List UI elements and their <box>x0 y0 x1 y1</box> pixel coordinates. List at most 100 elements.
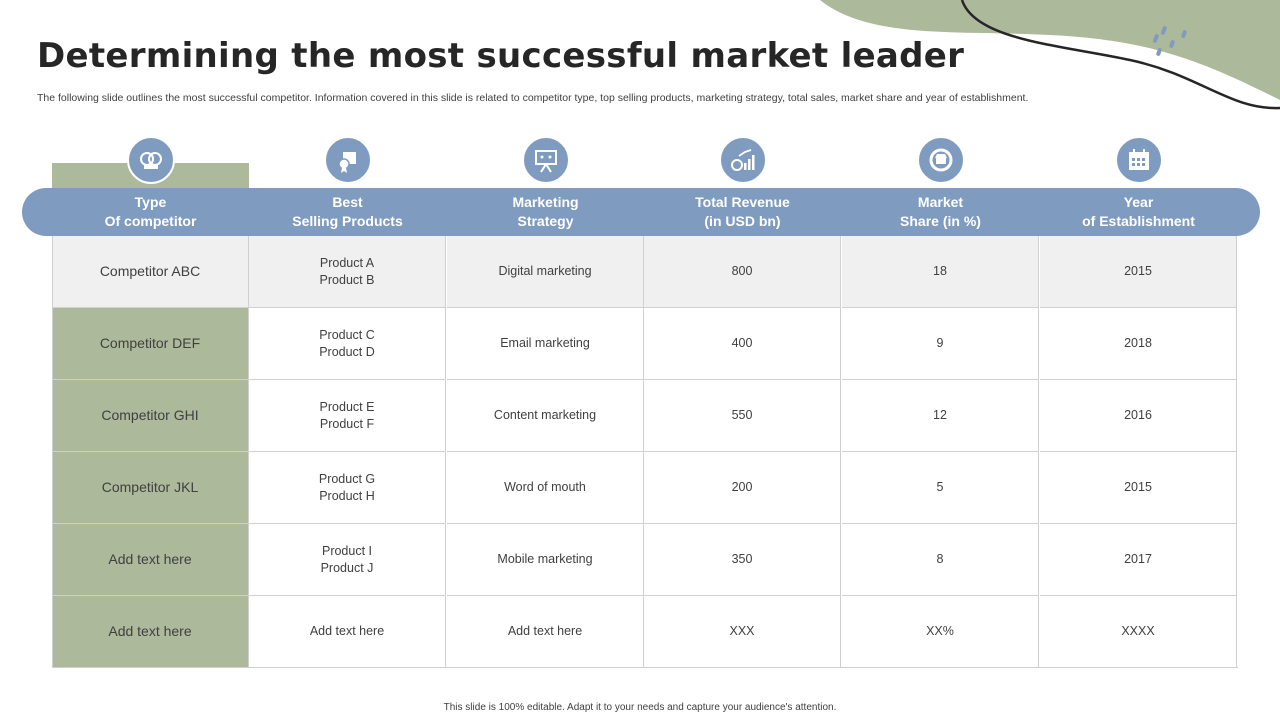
revenue-value: 350 <box>731 552 753 566</box>
table-row: Competitor JKL Product G Product H Word o… <box>52 452 1238 524</box>
header-line2: of Establishment <box>1082 213 1195 229</box>
competitor-cell: Competitor GHI <box>52 380 249 452</box>
boxing-gloves-icon <box>127 136 175 184</box>
table-header-band <box>22 188 1260 236</box>
header-line2: Of competitor <box>104 213 197 229</box>
share-value: 5 <box>936 480 944 494</box>
revenue-value: 800 <box>731 264 753 278</box>
competitor-name: Competitor JKL <box>101 479 199 495</box>
competitor-name: Competitor ABC <box>99 263 201 279</box>
revenue-value: 400 <box>731 336 753 350</box>
revenue-cell: 800 <box>644 236 841 308</box>
revenue-cell: 400 <box>644 308 841 380</box>
year-cell: 2015 <box>1040 236 1237 308</box>
competitor-cell: Add text here <box>52 596 249 668</box>
product-line1: Add text here <box>309 624 385 638</box>
competitor-cell: Competitor ABC <box>52 236 249 308</box>
share-cell: 12 <box>842 380 1039 452</box>
calendar-icon <box>1115 136 1163 184</box>
revenue-cell: XXX <box>644 596 841 668</box>
table-row: Add text here Product I Product J Mobile … <box>52 524 1238 596</box>
strategy-text: Content marketing <box>493 408 597 422</box>
share-value: XX% <box>926 624 954 638</box>
competitor-name: Add text here <box>108 623 192 639</box>
header-line1: Type <box>134 194 167 210</box>
slide-title: Determining the most successful market l… <box>37 36 965 76</box>
strategy-cell: Digital marketing <box>447 236 644 308</box>
product-line2: Product J <box>320 560 374 575</box>
table-row: Add text here Add text here Add text her… <box>52 596 1238 668</box>
header-best-selling-products: Best Selling Products <box>249 188 446 236</box>
revenue-value: XXX <box>729 624 755 638</box>
competitor-name: Add text here <box>108 551 192 567</box>
share-value: 9 <box>936 336 944 350</box>
revenue-cell: 550 <box>644 380 841 452</box>
year-cell: 2015 <box>1040 452 1237 524</box>
competitor-cell: Competitor DEF <box>52 308 249 380</box>
slide-footer: This slide is 100% editable. Adapt it to… <box>443 702 837 713</box>
sparkle-dots-shape <box>1152 26 1187 56</box>
revenue-value: 550 <box>731 408 753 422</box>
year-cell: 2018 <box>1040 308 1237 380</box>
year-value: XXXX <box>1121 624 1155 638</box>
header-line1: Best <box>332 194 363 210</box>
product-line1: Product E <box>319 399 375 414</box>
header-line1: Total Revenue <box>695 194 790 210</box>
share-cell: 5 <box>842 452 1039 524</box>
products-cell: Product C Product D <box>249 308 446 380</box>
header-market-share: Market Share (in %) <box>842 188 1039 236</box>
competitor-cell: Competitor JKL <box>52 452 249 524</box>
share-cell: 9 <box>842 308 1039 380</box>
revenue-cell: 350 <box>644 524 841 596</box>
competitor-name: Competitor DEF <box>99 335 201 351</box>
products-cell: Add text here <box>249 596 446 668</box>
strategy-text: Email marketing <box>500 336 590 350</box>
year-cell: 2016 <box>1040 380 1237 452</box>
product-box-badge-icon <box>324 136 372 184</box>
share-value: 8 <box>936 552 944 566</box>
share-value: 12 <box>933 408 947 422</box>
competitor-cell: Add text here <box>52 524 249 596</box>
revenue-cell: 200 <box>644 452 841 524</box>
year-value: 2017 <box>1124 552 1152 566</box>
product-line1: Product G <box>318 471 376 486</box>
product-line1: Product A <box>319 255 375 270</box>
strategy-cell: Content marketing <box>447 380 644 452</box>
header-line2: Strategy <box>517 213 574 229</box>
product-line2: Product B <box>319 272 375 287</box>
revenue-growth-chart-icon <box>719 136 767 184</box>
table-row: Competitor ABC Product A Product B Digita… <box>52 236 1238 308</box>
competitor-name: Competitor GHI <box>101 407 199 423</box>
product-line1: Product I <box>321 543 373 558</box>
header-line2: Selling Products <box>292 213 403 229</box>
strategy-text: Mobile marketing <box>497 552 593 566</box>
header-line1: Market <box>917 194 964 210</box>
header-year-of-establishment: Year of Establishment <box>1040 188 1237 236</box>
strategy-cell: Word of mouth <box>447 452 644 524</box>
year-cell: 2017 <box>1040 524 1237 596</box>
product-line2: Product D <box>319 344 375 359</box>
revenue-value: 200 <box>731 480 753 494</box>
product-line2: Product F <box>319 416 375 431</box>
header-line2: Share (in %) <box>900 213 981 229</box>
strategy-text: Word of mouth <box>504 480 586 494</box>
strategy-cell: Email marketing <box>447 308 644 380</box>
header-type-of-competitor: Type Of competitor <box>52 188 249 236</box>
strategy-cell: Add text here <box>447 596 644 668</box>
table-row: Competitor DEF Product C Product D Email … <box>52 308 1238 380</box>
year-cell: XXXX <box>1040 596 1237 668</box>
strategy-text: Digital marketing <box>498 264 592 278</box>
strategy-cell: Mobile marketing <box>447 524 644 596</box>
market-share-store-icon <box>917 136 965 184</box>
product-line1: Product C <box>319 327 375 342</box>
products-cell: Product E Product F <box>249 380 446 452</box>
header-line1: Year <box>1123 194 1154 210</box>
strategy-text: Add text here <box>507 624 583 638</box>
share-cell: 8 <box>842 524 1039 596</box>
slide-subtitle: The following slide outlines the most su… <box>37 92 1029 104</box>
year-value: 2015 <box>1124 480 1152 494</box>
header-line1: Marketing <box>512 194 579 210</box>
product-line2: Product H <box>319 488 375 503</box>
header-total-revenue: Total Revenue (in USD bn) <box>644 188 841 236</box>
year-value: 2018 <box>1124 336 1152 350</box>
